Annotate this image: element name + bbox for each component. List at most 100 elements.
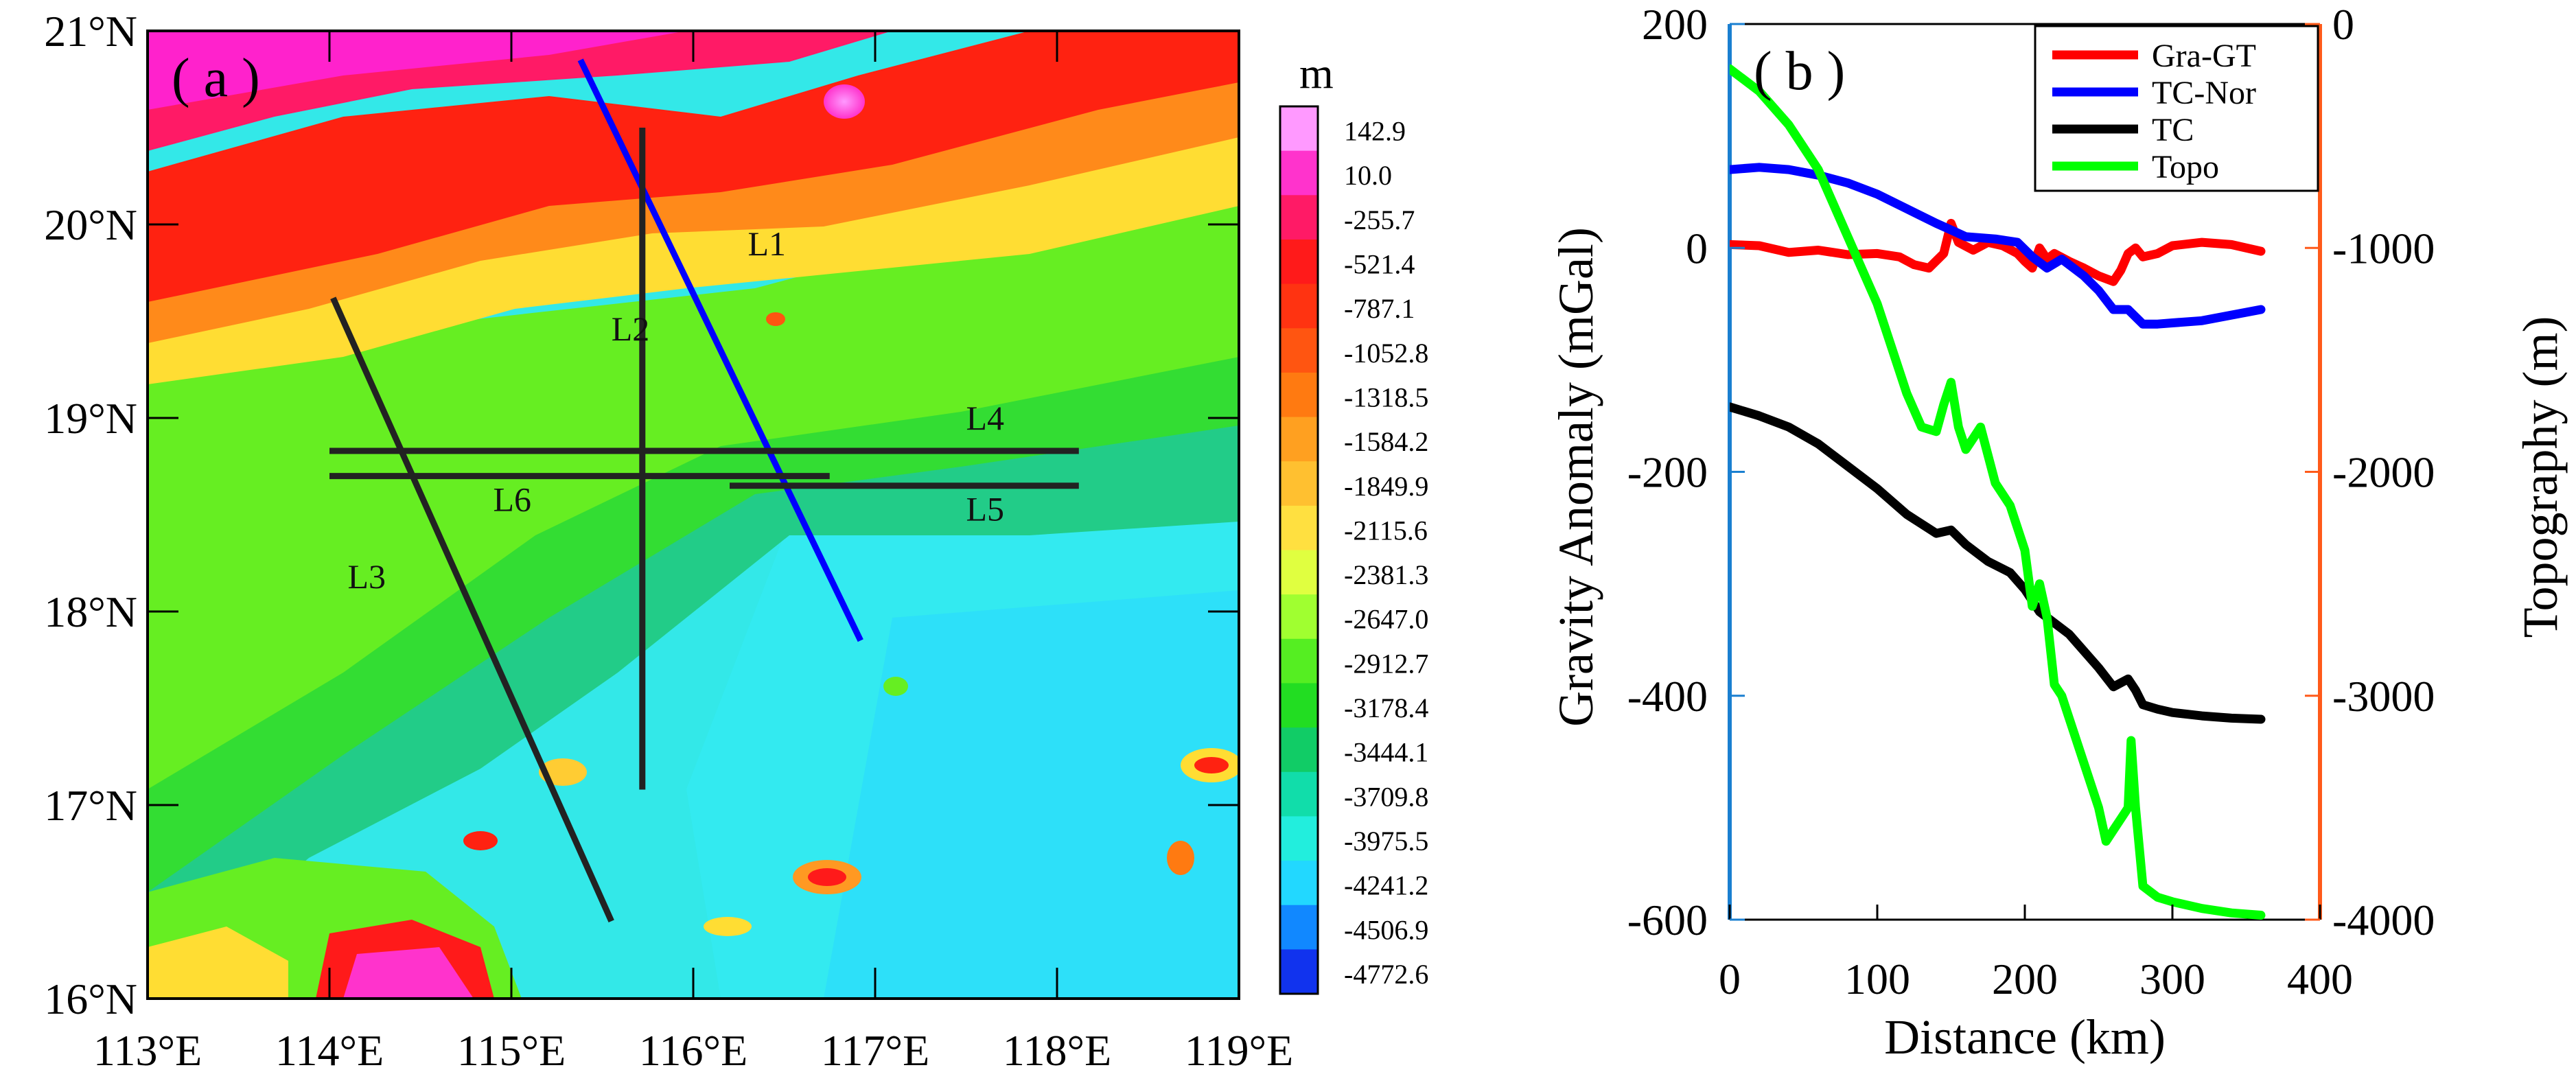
colorbar-frame — [1279, 105, 1319, 995]
colorbar-unit: m — [1299, 49, 1334, 97]
map-x-tick-label: 118°E — [1003, 1026, 1111, 1075]
legend-label: Topo — [2152, 149, 2219, 185]
map-x-tick-label: 114°E — [275, 1026, 384, 1075]
map-panel: L1 L2 L3 L4 L5 L6 ( a ) 113°E 114°E 115°E 116°E 1… — [44, 7, 1428, 1075]
colorbar-label: -4241.2 — [1344, 870, 1428, 901]
map-y-tick-label: 21°N — [44, 7, 137, 56]
colorbar-swatch — [1280, 727, 1318, 773]
colorbar-label: -4506.9 — [1344, 914, 1428, 945]
map-x-tick-labels: 113°E 114°E 115°E 116°E 117°E 118°E 119°E — [93, 1026, 1293, 1075]
y2-axis-label: Topography (m) — [2513, 316, 2568, 638]
profile-lines: L1 L2 L3 L4 L5 L6 — [329, 58, 1079, 923]
colorbar-label: -521.4 — [1344, 249, 1415, 280]
colorbar-swatch — [1280, 683, 1318, 729]
colorbar-label: -1849.9 — [1344, 471, 1428, 502]
colorbar-swatch — [1280, 239, 1318, 285]
map-y-tick-labels: 21°N 20°N 19°N 18°N 17°N 16°N — [44, 7, 137, 1023]
colorbar-swatch — [1280, 106, 1318, 152]
colorbar-swatch — [1280, 550, 1318, 596]
colorbar-swatch — [1280, 949, 1318, 994]
x-tick-label: 0 — [1719, 955, 1741, 1003]
colorbar-swatch — [1280, 283, 1318, 329]
series-lines — [1730, 64, 2266, 920]
colorbar-label: 142.9 — [1344, 116, 1406, 147]
map-y-tick-label: 20°N — [44, 200, 137, 249]
profile-line-l1 — [577, 58, 863, 642]
colorbar-label: -2647.0 — [1344, 604, 1428, 635]
colorbar-label: -1584.2 — [1344, 426, 1428, 457]
colorbar-swatch — [1280, 150, 1318, 196]
y-tick-label: 200 — [1642, 0, 1708, 49]
colorbar-swatch — [1280, 771, 1318, 817]
map-y-tick-label: 18°N — [44, 587, 137, 636]
colorbar-swatch — [1280, 638, 1318, 684]
legend-label: TC-Nor — [2152, 75, 2256, 111]
colorbar-swatch — [1280, 905, 1318, 951]
colorbar-label: -3709.8 — [1344, 781, 1428, 812]
colorbar-label: -1052.8 — [1344, 338, 1428, 369]
x-tick-label: 200 — [1992, 955, 2058, 1003]
profile-label-l4: L4 — [966, 399, 1005, 437]
colorbar-label: 10.0 — [1344, 160, 1392, 191]
legend-label: Gra-GT — [2152, 38, 2256, 74]
colorbar-label: -2115.6 — [1344, 515, 1428, 546]
map-y-tick-label: 16°N — [44, 975, 137, 1023]
colorbar-swatch — [1280, 505, 1318, 551]
profile-line-l3 — [330, 296, 614, 923]
colorbar-label: -4772.6 — [1344, 959, 1428, 990]
colorbar-swatch — [1280, 417, 1318, 463]
profile-label-l6: L6 — [494, 480, 532, 518]
x-axis-label: Distance (km) — [1884, 1010, 2166, 1064]
map-x-tick-label: 119°E — [1185, 1026, 1293, 1075]
y-axis-label: Gravity Anomaly (mGal) — [1548, 227, 1603, 727]
profile-label-l5: L5 — [966, 489, 1005, 528]
y-tick-label: -200 — [1627, 448, 1708, 497]
map-y-tick-label: 19°N — [44, 394, 137, 443]
colorbar-swatch — [1280, 594, 1318, 640]
y2-tick-label: -1000 — [2332, 224, 2435, 272]
colorbar-swatch — [1280, 372, 1318, 418]
series-line-tc — [1730, 402, 2266, 724]
map-y-tick-label: 17°N — [44, 781, 137, 830]
colorbar-label: -3178.4 — [1344, 692, 1428, 723]
map-x-tick-label: 115°E — [457, 1026, 566, 1075]
y-tick-label: -600 — [1627, 896, 1708, 944]
colorbar-label: -3975.5 — [1344, 826, 1428, 857]
x-tick-label: 100 — [1844, 955, 1910, 1003]
plot-ticks: 0 100 200 300 4002000-200-400-6000-1000-2000… — [1627, 0, 2435, 1003]
colorbar-swatch — [1280, 328, 1318, 373]
x-tick-label: 400 — [2287, 955, 2353, 1003]
colorbar-label: -787.1 — [1344, 293, 1415, 324]
colorbar-swatch — [1280, 461, 1318, 506]
series-line-topo — [1730, 64, 2266, 920]
map-ticks — [148, 31, 1239, 999]
profile-label-l3: L3 — [348, 557, 386, 596]
colorbar-label: -1318.5 — [1344, 382, 1428, 412]
profile-label-l2: L2 — [612, 310, 650, 348]
panel-a-label: ( a ) — [172, 48, 260, 108]
colorbar-swatch — [1280, 816, 1318, 862]
profile-plot-panel: 0 100 200 300 4002000-200-400-6000-1000-2000… — [1548, 0, 2568, 1064]
panel-b-label: ( b ) — [1754, 41, 1845, 102]
y2-tick-label: -4000 — [2332, 896, 2435, 944]
series-line-gra-gt — [1730, 218, 2266, 286]
colorbar-swatch — [1280, 195, 1318, 240]
map-x-tick-label: 116°E — [639, 1026, 747, 1075]
series-line-tc-nor — [1730, 163, 2266, 329]
x-tick-label: 300 — [2139, 955, 2205, 1003]
legend-label: TC — [2152, 112, 2194, 148]
y2-tick-label: 0 — [2332, 0, 2354, 49]
map-x-tick-label: 113°E — [93, 1026, 202, 1075]
colorbar-swatch — [1280, 861, 1318, 906]
y2-tick-label: -2000 — [2332, 448, 2435, 497]
y-tick-label: -400 — [1627, 672, 1708, 721]
colorbar-label: -3444.1 — [1344, 737, 1428, 768]
colorbar-label: -255.7 — [1344, 205, 1415, 235]
colorbar-label: -2912.7 — [1344, 648, 1428, 679]
colorbar-label: -2381.3 — [1344, 559, 1428, 590]
colorbar: 142.9 10.0 -255.7 -521.4 -787.1 -1052.8 -1318.… — [1279, 105, 1428, 995]
y2-tick-label: -3000 — [2332, 672, 2435, 721]
profile-label-l1: L1 — [748, 224, 787, 263]
